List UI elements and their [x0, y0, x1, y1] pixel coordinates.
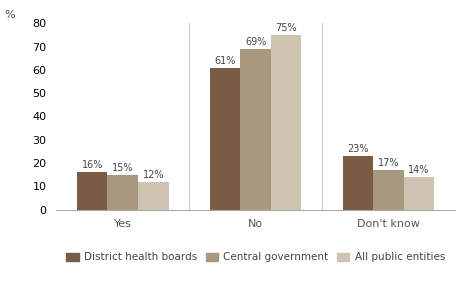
Text: 12%: 12% — [143, 170, 164, 180]
Text: 15%: 15% — [112, 163, 134, 173]
Bar — [404, 177, 434, 210]
Bar — [107, 175, 138, 210]
Text: 61%: 61% — [214, 56, 236, 66]
Bar — [240, 49, 271, 210]
Bar — [373, 170, 404, 210]
Bar — [271, 35, 302, 210]
Text: 16%: 16% — [82, 160, 103, 171]
Bar — [138, 182, 168, 210]
Legend: District health boards, Central government, All public entities: District health boards, Central governme… — [62, 248, 449, 267]
Text: 69%: 69% — [245, 37, 266, 47]
Text: 14%: 14% — [408, 165, 430, 175]
Text: 75%: 75% — [275, 23, 297, 33]
Text: 17%: 17% — [378, 158, 399, 168]
Text: 23%: 23% — [347, 144, 369, 154]
Bar — [343, 156, 373, 210]
Bar — [77, 172, 107, 210]
Bar — [210, 68, 240, 210]
Text: %: % — [5, 10, 15, 19]
